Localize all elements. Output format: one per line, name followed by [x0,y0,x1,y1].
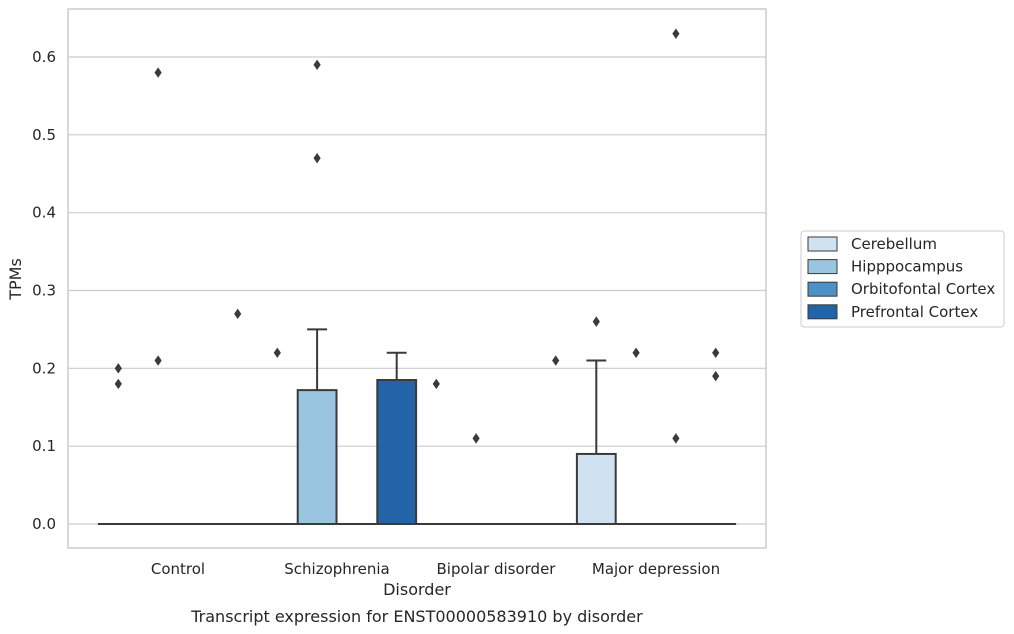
outlier-point [712,347,720,358]
outlier-point [432,378,440,390]
outlier-point [154,67,162,78]
legend-swatch [807,281,838,297]
box-body [575,452,617,526]
outlier-point [672,28,680,39]
legend-item: Hipppocampus [807,258,963,276]
legend-label: Orbitofontal Cortex [851,280,995,298]
legend-swatch [807,259,838,275]
box-body [376,379,418,525]
x-tick-label: Bipolar disorder [437,560,557,578]
outlier-point [154,355,162,366]
y-tick-label: 0.3 [32,282,56,300]
legend-item: Cerebellum [807,235,937,253]
y-tick-label: 0.5 [32,126,56,144]
legend-frame [800,230,1005,328]
box-hipppocampus [296,328,338,526]
y-axis-ticks: 0.0 0.1 0.2 0.3 0.4 0.5 0.6 [32,48,56,533]
y-tick-label: 0.4 [32,204,56,222]
outlier-point [552,355,560,366]
outliers [114,28,720,444]
box-prefrontal-cortex [376,351,418,525]
y-tick-label: 0.1 [32,437,56,455]
outlier-point [592,316,600,327]
legend-item: Prefrontal Cortex [807,303,978,321]
legend-label: Prefrontal Cortex [851,303,978,321]
y-axis-label: TPMs [6,258,25,301]
outlier-point [632,347,640,358]
outlier-point [313,59,321,70]
legend-label: Cerebellum [851,235,937,253]
outlier-point [114,378,122,390]
x-tick-label: Control [151,560,205,578]
legend-item: Orbitofontal Cortex [807,280,995,298]
legend: Cerebellum Hipppocampus Orbitofontal Corte… [800,230,1005,328]
boxes [97,328,737,526]
y-tick-label: 0.0 [32,515,56,533]
grid-lines [68,56,766,525]
legend-label: Hipppocampus [851,258,963,276]
y-tick-label: 0.2 [32,359,56,377]
y-tick-label: 0.6 [32,48,56,66]
box-body [296,389,338,526]
x-tick-label: Major depression [592,560,720,578]
outlier-point [273,347,281,358]
outlier-point [114,363,122,374]
x-tick-label: Schizophrenia [284,560,389,578]
box-cerebellum [575,359,617,526]
outlier-point [712,370,720,382]
chart-caption: Transcript expression for ENST0000058391… [190,607,643,626]
plot-frame [67,8,767,549]
outlier-point [234,308,242,320]
outlier-point [313,152,321,164]
legend-swatch [807,236,838,252]
legend-swatch [807,304,838,320]
x-axis-label: Disorder [383,580,451,599]
outlier-point [472,433,480,444]
x-axis-ticks: Control Schizophrenia Bipolar disorder Majo… [151,560,720,578]
outlier-point [672,433,680,444]
